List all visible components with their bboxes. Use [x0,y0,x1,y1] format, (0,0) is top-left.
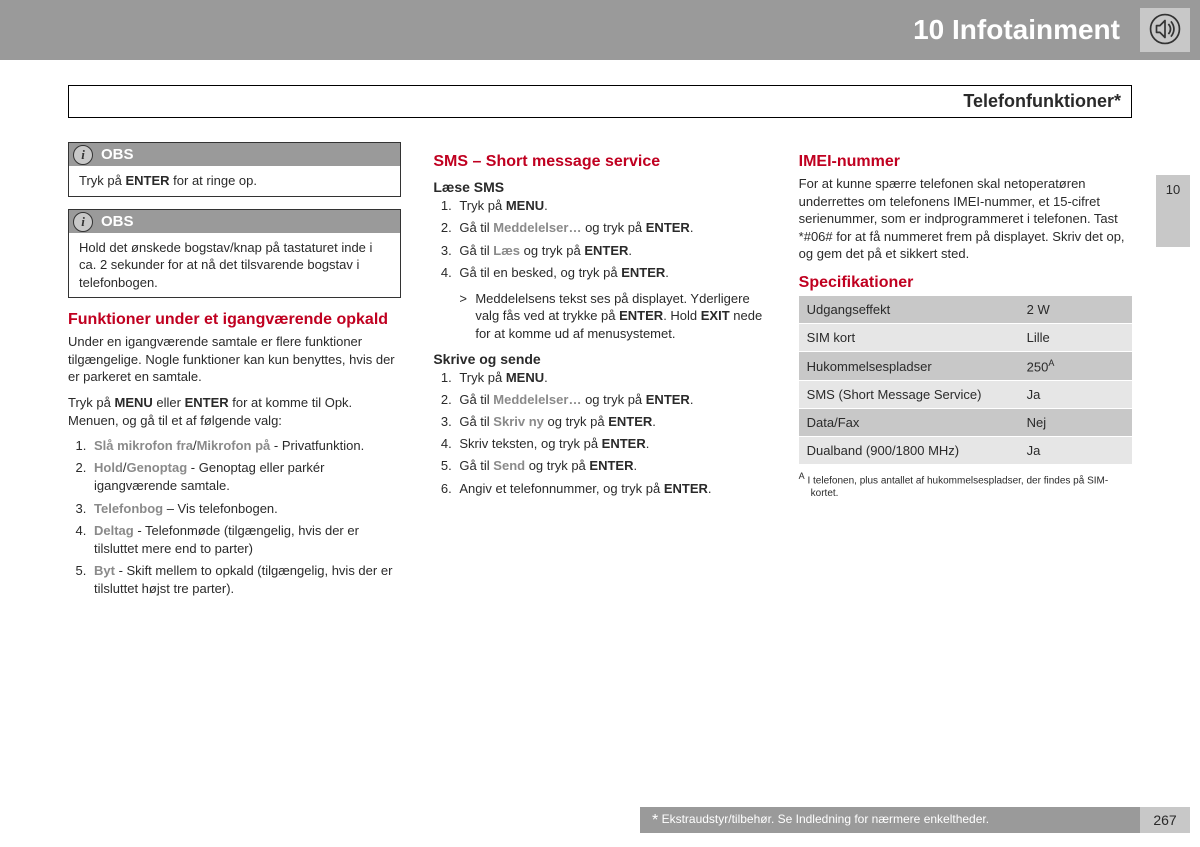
list-item: Hold/Genoptag - Genoptag eller parkér ig… [90,459,401,495]
list-item: Tryk på MENU. [455,369,766,387]
column-1: i OBS Tryk på ENTER for at ringe op. i O… [68,142,401,787]
spec-key: SMS (Short Message Service) [799,381,1019,409]
info-icon: i [73,212,93,232]
heading-read-sms: Læse SMS [433,179,766,195]
spec-value: Nej [1019,409,1132,437]
footer-note: * Ekstraudstyr/tilbehør. Se Indledning f… [640,807,1140,833]
text: . Hold [663,308,701,323]
function-list: Slå mikrofon fra/Mikrofon på - Privatfun… [68,437,401,599]
side-tab: 10 [1156,175,1190,247]
text: Tryk på [68,395,114,410]
text: eller [153,395,185,410]
section-title: Telefonfunktioner* [68,85,1132,118]
text-bold: EXIT [701,308,730,323]
text: Tryk på [79,173,125,188]
spec-key: SIM kort [799,324,1019,352]
spec-value: 2 W [1019,296,1132,324]
heading-sms: SMS – Short message service [433,152,766,171]
obs-label-1: OBS [101,146,134,163]
chapter-icon-box [1140,8,1190,52]
footnote-text: I telefonen, plus antallet af hukommelse… [807,476,1108,500]
column-2: SMS – Short message service Læse SMS Try… [433,142,766,787]
obs-box-1: i OBS Tryk på ENTER for at ringe op. [68,142,401,197]
spec-key: Data/Fax [799,409,1019,437]
obs-header-2: i OBS [69,210,400,233]
write-steps-list: Tryk på MENU. Gå til Meddelelser… og tryk… [433,369,766,498]
spec-table: Udgangseffekt2 WSIM kortLilleHukommelses… [799,296,1132,465]
spec-value: Lille [1019,324,1132,352]
list-item: Slå mikrofon fra/Mikrofon på - Privatfun… [90,437,401,455]
table-row: SMS (Short Message Service)Ja [799,381,1132,409]
spec-value: Ja [1019,437,1132,465]
paragraph: Tryk på MENU eller ENTER for at komme ti… [68,394,401,429]
list-item: Telefonbog – Vis telefonbogen. [90,500,401,518]
text-bold: ENTER [619,308,663,323]
obs-body-2: Hold det ønskede bogstav/knap på tastatu… [69,233,400,298]
speaker-icon [1148,12,1182,49]
list-item: Angiv et telefonnummer, og tryk på ENTER… [455,480,766,498]
spec-key: Dualband (900/1800 MHz) [799,437,1019,465]
list-item: Gå til Skriv ny og tryk på ENTER. [455,413,766,431]
list-item: Tryk på MENU. [455,197,766,215]
footer-bar: * Ekstraudstyr/tilbehør. Se Indledning f… [0,807,1200,833]
table-row: Dualband (900/1800 MHz)Ja [799,437,1132,465]
heading-specs: Specifikationer [799,273,1132,292]
table-row: Data/FaxNej [799,409,1132,437]
sub-note: Meddelelsens tekst ses på displayet. Yde… [459,290,766,343]
content-area: i OBS Tryk på ENTER for at ringe op. i O… [68,142,1132,787]
table-row: SIM kortLille [799,324,1132,352]
list-item: Gå til Send og tryk på ENTER. [455,457,766,475]
obs-box-2: i OBS Hold det ønskede bogstav/knap på t… [68,209,401,299]
list-item: Gå til Læs og tryk på ENTER. [455,242,766,260]
text: for at ringe op. [170,173,257,188]
list-item: Byt - Skift mellem to opkald (tilgængeli… [90,562,401,598]
table-row: Udgangseffekt2 W [799,296,1132,324]
paragraph: Under en igangværende samtale er flere f… [68,333,401,386]
table-row: Hukommelsespladser250A [799,352,1132,381]
heading-write-send: Skrive og sende [433,351,766,367]
info-icon: i [73,145,93,165]
spec-value: 250A [1019,352,1132,381]
list-item: Deltag - Telefonmøde (tilgængelig, hvis … [90,522,401,558]
footnote: A I telefonen, plus antallet af hukommel… [799,471,1132,500]
spec-key: Udgangseffekt [799,296,1019,324]
chapter-title: 10 Infotainment [913,14,1120,46]
column-3: IMEI-nummer For at kunne spærre telefone… [799,142,1132,787]
obs-body-1: Tryk på ENTER for at ringe op. [69,166,400,196]
page-number: 267 [1140,807,1190,833]
text-bold: MENU [114,395,152,410]
obs-header-1: i OBS [69,143,400,166]
heading-functions: Funktioner under et igangværende opkald [68,310,401,329]
read-steps-list: Tryk på MENU. Gå til Meddelelser… og tryk… [433,197,766,282]
list-item: Gå til en besked, og tryk på ENTER. [455,264,766,282]
footnote-sup: A [799,471,805,481]
header-bar: 10 Infotainment [0,0,1200,60]
imei-paragraph: For at kunne spærre telefonen skal netop… [799,175,1132,263]
list-item: Gå til Meddelelser… og tryk på ENTER. [455,219,766,237]
list-item: Gå til Meddelelser… og tryk på ENTER. [455,391,766,409]
heading-imei: IMEI-nummer [799,152,1132,171]
text-bold: ENTER [125,173,169,188]
obs-label-2: OBS [101,213,134,230]
footer-text: Ekstraudstyr/tilbehør. Se Indledning for… [658,812,989,826]
list-item: Skriv teksten, og tryk på ENTER. [455,435,766,453]
text-bold: ENTER [185,395,229,410]
spec-key: Hukommelsespladser [799,352,1019,381]
spec-value: Ja [1019,381,1132,409]
